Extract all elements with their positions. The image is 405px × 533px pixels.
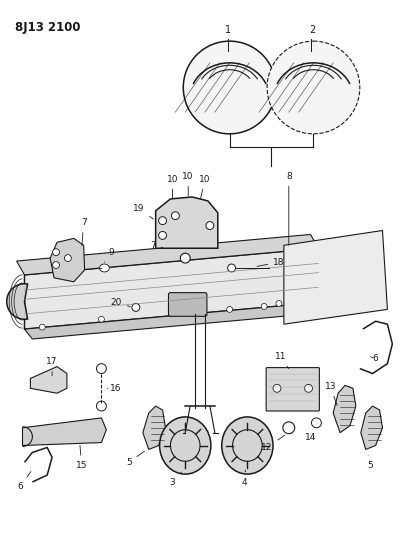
Polygon shape: [24, 248, 318, 329]
Polygon shape: [143, 406, 166, 449]
Text: 7: 7: [150, 241, 163, 250]
Text: 5: 5: [126, 451, 145, 467]
Text: 5: 5: [367, 455, 373, 470]
Circle shape: [53, 249, 60, 256]
Circle shape: [276, 301, 282, 306]
Polygon shape: [17, 235, 318, 275]
Text: 12: 12: [261, 435, 285, 452]
Circle shape: [227, 306, 232, 312]
Text: 3: 3: [170, 472, 181, 487]
Polygon shape: [30, 367, 67, 393]
Circle shape: [180, 253, 190, 263]
Text: 9: 9: [104, 248, 114, 262]
Text: 8: 8: [286, 172, 292, 246]
Polygon shape: [50, 238, 85, 282]
Text: 10: 10: [199, 175, 211, 198]
Text: 10: 10: [167, 175, 178, 198]
Text: 18: 18: [257, 257, 285, 266]
Ellipse shape: [100, 264, 109, 272]
Circle shape: [296, 240, 371, 316]
Polygon shape: [361, 406, 382, 449]
Circle shape: [64, 255, 71, 262]
Text: 20: 20: [111, 298, 130, 307]
Circle shape: [171, 212, 179, 220]
Circle shape: [53, 262, 60, 269]
Text: 6: 6: [371, 354, 378, 363]
Circle shape: [132, 303, 140, 311]
Polygon shape: [333, 385, 356, 433]
Text: 17: 17: [46, 357, 58, 376]
Text: 2: 2: [309, 25, 315, 35]
Text: 19: 19: [133, 204, 153, 219]
Text: 4: 4: [242, 470, 247, 487]
Ellipse shape: [160, 417, 211, 474]
Circle shape: [96, 364, 107, 374]
Circle shape: [311, 418, 321, 428]
Text: 1: 1: [225, 25, 231, 35]
Text: 13: 13: [324, 382, 337, 406]
Text: 16: 16: [107, 384, 122, 393]
Text: 7: 7: [81, 218, 87, 246]
Text: 6: 6: [18, 472, 31, 491]
Circle shape: [206, 222, 214, 230]
Circle shape: [96, 401, 107, 411]
Text: 10: 10: [182, 172, 194, 196]
Circle shape: [267, 41, 360, 134]
Circle shape: [305, 384, 313, 392]
FancyBboxPatch shape: [266, 368, 320, 411]
Circle shape: [283, 422, 295, 434]
Polygon shape: [23, 418, 107, 446]
Text: 11: 11: [275, 352, 289, 369]
Ellipse shape: [222, 417, 273, 474]
Text: 15: 15: [76, 445, 87, 470]
Polygon shape: [24, 303, 326, 339]
Polygon shape: [284, 230, 388, 324]
Polygon shape: [156, 197, 218, 248]
Text: 14: 14: [305, 428, 316, 442]
Circle shape: [159, 231, 166, 239]
Circle shape: [261, 303, 267, 309]
Circle shape: [228, 264, 236, 272]
Circle shape: [183, 41, 276, 134]
Circle shape: [39, 324, 45, 330]
Circle shape: [98, 316, 104, 322]
Circle shape: [273, 384, 281, 392]
FancyBboxPatch shape: [168, 293, 207, 316]
Circle shape: [159, 217, 166, 224]
Wedge shape: [7, 284, 28, 319]
Text: 8J13 2100: 8J13 2100: [15, 21, 80, 35]
